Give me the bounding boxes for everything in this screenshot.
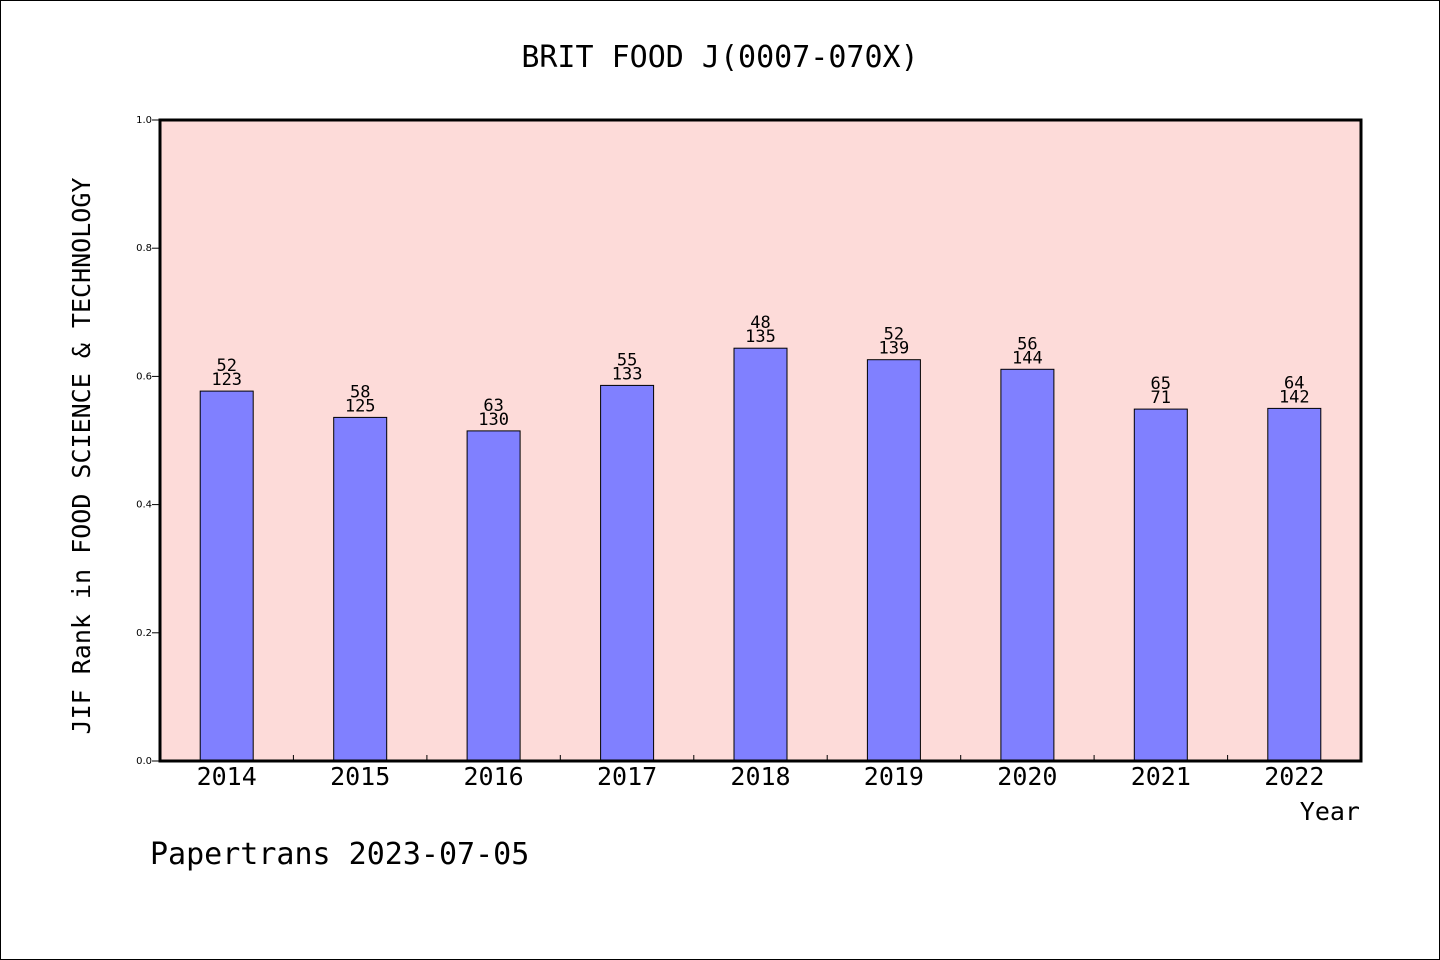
y-tick-label: 0.2 bbox=[136, 628, 152, 639]
bar-2019 bbox=[866, 359, 921, 762]
x-tick-label: 2018 bbox=[730, 762, 790, 791]
bar-2017 bbox=[600, 384, 655, 762]
bar-total-label: 125 bbox=[345, 396, 376, 416]
x-tick-label: 2020 bbox=[997, 762, 1057, 791]
bar-rank-label: 64 bbox=[1284, 373, 1304, 393]
x-tick-label: 2022 bbox=[1264, 762, 1324, 791]
x-axis: 2014 2015 2016 2017 2018 2019 2020 2021 2022 bbox=[197, 755, 1324, 791]
bar-2022 bbox=[1267, 407, 1322, 762]
x-tick-label: 2017 bbox=[597, 762, 657, 791]
bar-2018 bbox=[733, 347, 788, 762]
y-tick-label: 0.6 bbox=[136, 371, 152, 382]
bar-total-label: 133 bbox=[612, 364, 643, 384]
x-tick-label: 2015 bbox=[330, 762, 390, 791]
plot-border bbox=[158, 118, 1363, 763]
y-axis-label: JIF Rank in FOOD SCIENCE & TECHNOLOGY bbox=[67, 178, 96, 735]
bar-total-label: 71 bbox=[1151, 388, 1171, 408]
bar-2015 bbox=[333, 416, 388, 762]
bar-rank-label: 58 bbox=[350, 382, 370, 402]
bar-total-label: 142 bbox=[1279, 387, 1310, 407]
bar-2016 bbox=[466, 430, 521, 762]
bar-2020 bbox=[1000, 368, 1055, 762]
x-tick-label: 2014 bbox=[197, 762, 257, 791]
bar-rank-label: 52 bbox=[216, 356, 236, 376]
bar-rank-label: 65 bbox=[1151, 374, 1171, 394]
bar-total-label: 139 bbox=[879, 339, 910, 359]
y-tick-label: 0.0 bbox=[136, 756, 152, 767]
bar-rank-label: 48 bbox=[750, 313, 770, 333]
bar-total-label: 135 bbox=[745, 327, 776, 347]
y-axis: 0.0 0.2 0.4 0.6 0.8 1.0 bbox=[136, 115, 160, 767]
x-tick-label: 2021 bbox=[1131, 762, 1191, 791]
x-tick-label: 2019 bbox=[864, 762, 924, 791]
bar-2021 bbox=[1133, 408, 1188, 762]
footer-credit: Papertrans 2023-07-05 bbox=[150, 837, 529, 872]
bar-rank-label: 56 bbox=[1017, 334, 1037, 354]
bar-rank-label: 63 bbox=[483, 396, 503, 416]
bar-total-label: 123 bbox=[211, 370, 242, 390]
y-tick-label: 0.4 bbox=[136, 500, 152, 511]
x-axis-label: Year bbox=[1300, 797, 1360, 826]
bars-group bbox=[199, 347, 1322, 762]
bar-rank-label: 55 bbox=[617, 350, 637, 370]
bar-rank-label: 52 bbox=[884, 325, 904, 345]
y-tick-label: 1.0 bbox=[136, 115, 152, 126]
bar-2014 bbox=[199, 390, 254, 762]
bar-total-label: 144 bbox=[1012, 348, 1043, 368]
x-tick-label: 2016 bbox=[463, 762, 523, 791]
bar-total-label: 130 bbox=[478, 410, 509, 430]
chart-title: BRIT FOOD J(0007-070X) bbox=[521, 40, 918, 75]
y-tick-label: 0.8 bbox=[136, 243, 152, 254]
